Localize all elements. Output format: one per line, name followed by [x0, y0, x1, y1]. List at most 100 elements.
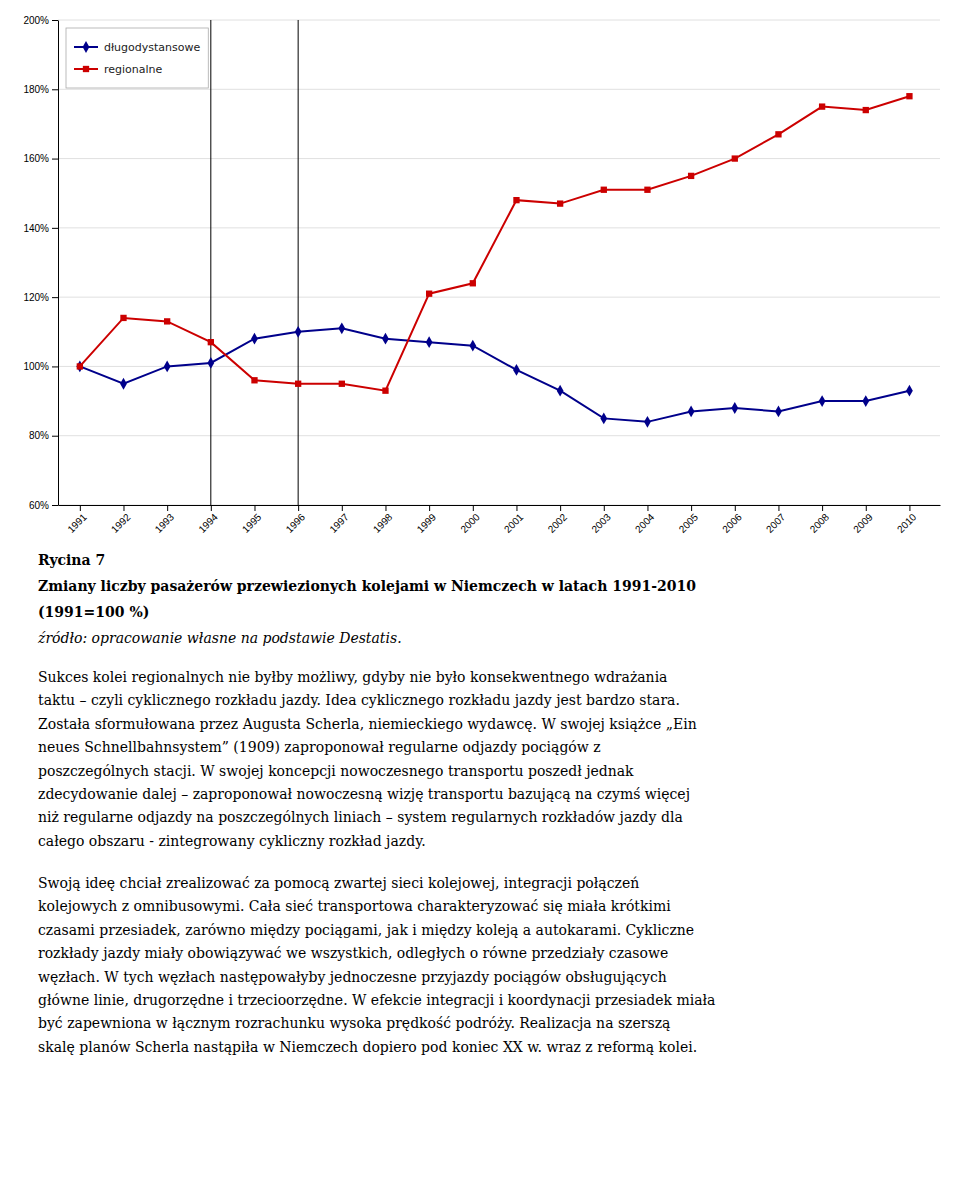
vline	[210, 20, 211, 505]
x-tick-mark	[691, 505, 692, 511]
x-tick: 1999	[415, 505, 439, 535]
x-tick-mark	[604, 505, 605, 511]
x-tick-label: 1992	[109, 511, 133, 535]
series-marker	[338, 322, 345, 334]
y-tick: 180%	[23, 84, 58, 95]
x-tick-mark	[473, 505, 474, 511]
series-marker	[513, 364, 520, 376]
series-marker	[77, 363, 83, 369]
body-text: neues Schnellbahnsystem” (1909) zapropon…	[38, 739, 601, 755]
series-marker	[251, 377, 257, 383]
legend-box	[66, 28, 208, 88]
x-tick-label: 1999	[415, 511, 439, 535]
caption-source: źródło: opracowanie własne na podstawie …	[37, 630, 402, 646]
x-tick-mark	[342, 505, 343, 511]
x-tick-mark	[866, 505, 867, 511]
vline	[298, 20, 299, 505]
x-tick-mark	[254, 505, 255, 511]
y-tick: 160%	[23, 153, 58, 164]
series-marker	[208, 339, 214, 345]
y-tick: 200%	[23, 15, 58, 26]
x-tick-mark	[647, 505, 648, 511]
y-tick-label: 120%	[23, 292, 49, 303]
y-tick: 60%	[29, 500, 58, 511]
x-tick: 1998	[371, 505, 395, 535]
body-text: kolejowych z omnibusowymi. Cała sieć tra…	[38, 898, 671, 914]
series-marker	[732, 155, 738, 161]
x-tick: 1995	[240, 505, 264, 535]
grid-line	[58, 366, 940, 367]
x-tick: 2004	[633, 505, 657, 535]
y-tick-mark	[52, 20, 58, 21]
x-tick: 1991	[65, 505, 89, 535]
x-tick-mark	[909, 505, 910, 511]
series-marker	[295, 381, 301, 387]
series-marker	[600, 413, 607, 425]
legend-label: długodystansowe	[104, 41, 200, 54]
series-marker	[731, 402, 738, 414]
x-tick-label: 2004	[633, 511, 657, 535]
x-tick-mark	[211, 505, 212, 511]
y-tick-mark	[52, 297, 58, 298]
y-tick-label: 180%	[23, 84, 49, 95]
series-marker	[207, 357, 214, 369]
series-marker	[688, 406, 695, 418]
x-tick-label: 1994	[196, 511, 220, 535]
x-tick: 2007	[764, 505, 788, 535]
grid-line	[58, 158, 940, 159]
x-tick-label: 2002	[546, 511, 570, 535]
series-marker	[557, 385, 564, 397]
y-tick-mark	[52, 436, 58, 437]
x-tick-mark	[123, 505, 124, 511]
body-text: węzłach. W tych węzłach następowałyby je…	[38, 969, 667, 985]
x-tick-label: 2007	[764, 511, 788, 535]
x-tick-mark	[516, 505, 517, 511]
series-marker	[513, 197, 519, 203]
x-axis-line	[59, 505, 941, 506]
caption-subtitle: (1991=100 %)	[38, 604, 149, 620]
series-marker	[426, 291, 432, 297]
series-marker	[382, 333, 389, 345]
text-block: Rycina 7Zmiany liczby pasażerów przewiez…	[37, 552, 715, 1055]
x-tick-mark	[298, 505, 299, 511]
series-marker	[862, 395, 869, 407]
legend-label: regionalne	[104, 63, 163, 76]
x-tick-mark	[80, 505, 81, 511]
x-tick-label: 2008	[808, 511, 832, 535]
x-tick-label: 2001	[502, 511, 526, 535]
y-tick: 120%	[23, 292, 58, 303]
series-marker	[470, 280, 476, 286]
grid	[58, 20, 940, 505]
x-tick-label: 1993	[153, 511, 177, 535]
legend-swatch-marker	[83, 41, 90, 53]
x-tick-label: 1997	[327, 511, 351, 535]
body-text: całego obszaru - zintegrowany cykliczny …	[38, 833, 426, 849]
x-tick: 2010	[895, 505, 919, 535]
series-marker	[644, 416, 651, 428]
caption-title: Rycina 7	[38, 552, 105, 568]
series-marker	[382, 388, 388, 394]
grid-line	[58, 297, 940, 298]
x-tick: 1997	[327, 505, 351, 535]
x-tick-label: 1991	[65, 511, 89, 535]
x-tick: 1993	[153, 505, 177, 535]
x-tick-mark	[778, 505, 779, 511]
x-tick-label: 2003	[589, 511, 613, 535]
x-tick: 1996	[284, 505, 308, 535]
x-tick-mark	[822, 505, 823, 511]
x-tick-mark	[735, 505, 736, 511]
x-axis: 1991199219931994199519961997199819992000…	[59, 505, 941, 535]
series-marker	[688, 173, 694, 179]
x-tick-mark	[429, 505, 430, 511]
series-line	[80, 328, 910, 422]
y-tick-mark	[52, 505, 58, 506]
y-tick: 100%	[23, 361, 58, 372]
body-text: niż regularne odjazdy na poszczególnych …	[38, 809, 683, 825]
x-tick: 2003	[589, 505, 613, 535]
grid-line	[58, 505, 940, 506]
series-marker	[120, 315, 126, 321]
y-tick: 80%	[29, 430, 58, 441]
body-text: Została sformułowana przez Augusta Scher…	[38, 716, 697, 732]
y-axis: 60%80%100%120%140%160%180%200%	[23, 15, 58, 511]
body-text: skalę planów Scherla nastąpiła w Niemcze…	[38, 1039, 697, 1055]
